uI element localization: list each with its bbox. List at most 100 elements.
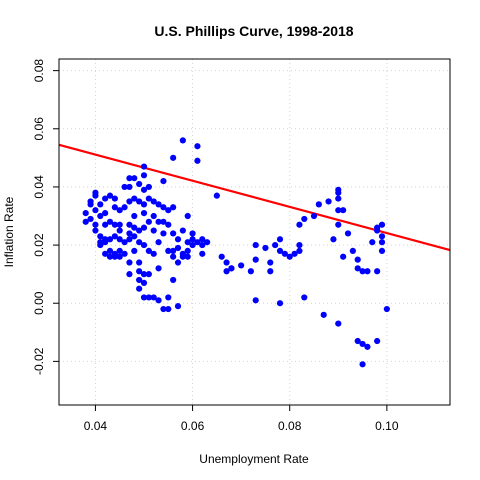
data-point <box>223 259 230 266</box>
data-point <box>136 198 143 205</box>
data-point <box>106 253 114 260</box>
data-point <box>223 268 230 275</box>
data-point <box>131 175 138 182</box>
data-point <box>82 210 89 217</box>
data-point <box>213 192 220 199</box>
data-point <box>102 239 109 246</box>
data-point <box>116 253 123 260</box>
data-point <box>179 137 186 144</box>
data-point <box>87 215 94 223</box>
data-point <box>378 247 386 254</box>
data-point <box>136 180 143 188</box>
data-point <box>184 247 191 254</box>
data-point <box>330 236 337 243</box>
data-point <box>179 253 186 260</box>
data-point <box>136 285 143 292</box>
x-tick-label: 0.10 <box>375 419 399 433</box>
data-point <box>335 189 342 196</box>
data-point <box>378 233 386 240</box>
data-point <box>106 236 114 243</box>
data-point <box>145 247 152 254</box>
data-point <box>194 143 201 150</box>
data-point <box>140 201 148 208</box>
data-point <box>160 230 167 237</box>
data-point <box>140 224 148 231</box>
data-point <box>140 241 148 249</box>
data-point <box>131 212 138 220</box>
data-point <box>296 247 303 254</box>
data-point <box>102 250 109 257</box>
data-point <box>335 221 342 228</box>
data-point <box>97 201 104 208</box>
data-point <box>145 195 152 202</box>
x-tick-label: 0.06 <box>181 419 205 433</box>
data-point <box>344 230 352 237</box>
y-tick-label: 0.02 <box>32 233 46 257</box>
data-point <box>359 340 366 348</box>
data-point <box>189 241 196 249</box>
data-point <box>160 178 167 185</box>
data-point <box>111 233 118 240</box>
data-point <box>126 271 133 278</box>
data-point <box>97 241 104 249</box>
data-point <box>170 204 177 211</box>
data-point <box>354 256 361 263</box>
data-point <box>170 154 177 161</box>
data-point <box>378 239 386 246</box>
data-point <box>155 201 162 208</box>
x-axis-title: Unemployment Rate <box>199 452 309 466</box>
data-point <box>335 207 342 214</box>
data-point <box>131 233 138 240</box>
data-point <box>320 311 327 318</box>
data-point <box>140 163 148 170</box>
data-point <box>160 305 167 313</box>
data-point <box>383 305 390 313</box>
data-point <box>82 218 89 225</box>
data-point <box>116 227 123 234</box>
data-point <box>106 247 114 254</box>
data-point <box>111 253 118 260</box>
data-point <box>126 230 133 237</box>
y-tick-label: 0.04 <box>32 175 46 199</box>
fit-line-layer <box>58 143 451 252</box>
data-point <box>102 195 109 202</box>
data-point <box>296 221 303 228</box>
data-point <box>199 241 206 249</box>
data-point <box>116 247 123 254</box>
data-point <box>102 210 109 217</box>
data-point <box>174 259 182 266</box>
data-point <box>174 236 182 243</box>
data-point <box>140 271 148 278</box>
data-point <box>378 221 386 228</box>
data-point <box>155 218 162 225</box>
data-point <box>262 244 269 252</box>
data-point <box>150 250 157 257</box>
y-axis: -0.02 0.00 0.02 0.04 0.06 0.08 <box>32 59 59 375</box>
data-point <box>301 215 308 223</box>
data-point <box>140 279 148 286</box>
data-point <box>238 262 245 269</box>
data-point <box>106 192 114 199</box>
data-point <box>160 204 167 211</box>
data-point <box>340 253 347 260</box>
data-point <box>204 239 211 246</box>
data-point <box>170 253 177 260</box>
data-point <box>199 250 206 257</box>
data-point <box>145 218 152 225</box>
data-point <box>165 221 172 228</box>
plot-frame <box>58 58 451 406</box>
data-point <box>121 183 128 191</box>
data-point <box>199 236 206 243</box>
data-point <box>374 227 381 234</box>
data-point <box>150 294 157 301</box>
data-point <box>126 221 133 228</box>
data-point <box>174 244 182 252</box>
data-point <box>286 253 293 260</box>
data-point <box>252 297 259 304</box>
x-axis: 0.04 0.06 0.08 0.10 <box>84 405 399 433</box>
data-point <box>354 337 361 345</box>
data-point <box>165 247 172 254</box>
data-point <box>136 259 143 266</box>
data-point <box>111 221 118 228</box>
